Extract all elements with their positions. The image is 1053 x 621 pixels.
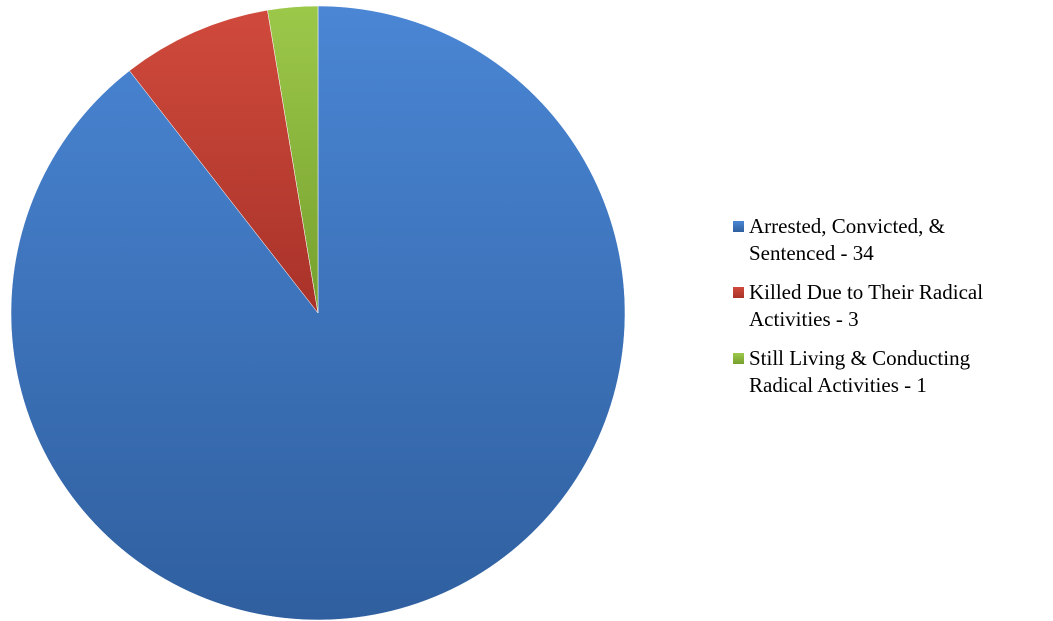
legend-item-still-living: Still Living & Conducting Radical Activi… bbox=[733, 345, 1051, 399]
pie-slices bbox=[10, 5, 626, 621]
legend-swatch-arrested bbox=[733, 221, 744, 232]
legend-label-killed: Killed Due to Their Radical Activities -… bbox=[749, 280, 984, 331]
legend-swatch-killed bbox=[733, 287, 744, 298]
legend-label-still-living: Still Living & Conducting Radical Activi… bbox=[749, 346, 971, 397]
legend-item-killed: Killed Due to Their Radical Activities -… bbox=[733, 279, 1051, 333]
pie-slice-killed bbox=[129, 9, 319, 314]
chart-legend: Arrested, Convicted, & Sentenced - 34 Ki… bbox=[733, 213, 1051, 411]
pie-slice-still-living bbox=[267, 5, 319, 314]
legend-swatch-still-living bbox=[733, 353, 744, 364]
legend-item-arrested: Arrested, Convicted, & Sentenced - 34 bbox=[733, 213, 1051, 267]
legend-label-arrested: Arrested, Convicted, & Sentenced - 34 bbox=[749, 214, 945, 265]
